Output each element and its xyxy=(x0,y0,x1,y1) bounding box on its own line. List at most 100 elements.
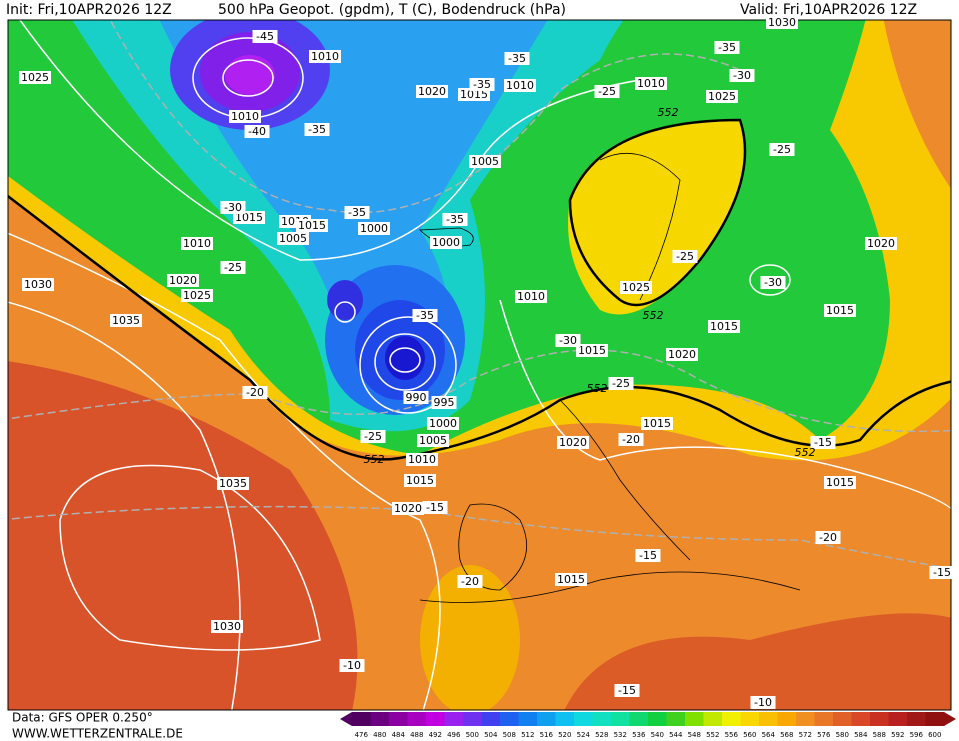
isobar-label-text: 1005 xyxy=(419,434,447,447)
isobar-label-box xyxy=(504,79,536,92)
colorbar-swatch xyxy=(888,712,908,726)
colorbar-tick-label: 504 xyxy=(484,731,498,739)
isobar-label-text: 1015 xyxy=(406,474,434,487)
temperature-label-text: -15 xyxy=(618,684,636,697)
colorbar-swatch xyxy=(814,712,834,726)
temperature-label: -35 xyxy=(412,309,438,322)
isobar-label-box xyxy=(358,222,390,235)
colorbar-tick-label: 492 xyxy=(429,731,442,739)
isobar-label-text: 1015 xyxy=(235,211,263,224)
colorbar-swatch xyxy=(648,712,667,726)
geopotential-label: 552 xyxy=(795,446,816,459)
isobar-label-box xyxy=(211,620,243,633)
colorbar-tick-label: 580 xyxy=(836,731,849,739)
isobar-label: 1025 xyxy=(19,71,51,84)
isobar-label-box xyxy=(576,344,608,357)
isobar-label: 1010 xyxy=(229,110,261,123)
isobar-label-text: 1025 xyxy=(183,289,211,302)
temperature-label: -35 xyxy=(714,41,740,54)
temperature-label-box xyxy=(442,213,468,226)
colorbar-swatch xyxy=(740,712,760,726)
isobar-label-text: 1020 xyxy=(418,85,446,98)
colorbar-tick-label: 556 xyxy=(725,731,739,739)
temperature-label-box xyxy=(422,501,448,514)
temperature-label: -25 xyxy=(220,261,246,274)
isobar-label-box xyxy=(229,110,261,123)
isobar-label-text: 1010 xyxy=(231,110,259,123)
map-title: 500 hPa Geopot. (gpdm), T (C), Bodendruc… xyxy=(218,2,566,18)
colorbar-tick-label: 560 xyxy=(743,731,756,739)
colorbar-tick-label: 596 xyxy=(910,731,924,739)
colorbar-tick-label: 576 xyxy=(817,731,831,739)
isobar-label: 1000 xyxy=(427,417,459,430)
temperature-label-text: -25 xyxy=(364,430,382,443)
isobar-label-text: 1010 xyxy=(311,50,339,63)
isobar-label-text: 1010 xyxy=(506,79,534,92)
isobar-label-box xyxy=(417,434,449,447)
coastlines xyxy=(419,153,801,603)
temperature-label-text: -20 xyxy=(622,433,640,446)
isobar-label: 1035 xyxy=(217,477,249,490)
temperature-label-text: -15 xyxy=(426,501,444,514)
website: WWW.WETTERZENTRALE.DE xyxy=(12,727,183,741)
isobar-label: 1010 xyxy=(406,453,438,466)
geopotential-552 xyxy=(8,118,951,461)
temperature-label-box xyxy=(750,696,776,709)
temperature-label-box xyxy=(220,261,246,274)
colorbar-tick-label: 528 xyxy=(595,731,608,739)
isobar-label-box xyxy=(431,396,457,409)
isobar-label-text: 1010 xyxy=(517,290,545,303)
geopotential-label: 552 xyxy=(364,453,385,466)
temperature-label-box xyxy=(469,78,495,91)
valid-time: Valid: Fri,10APR2026 12Z xyxy=(740,2,917,18)
colorbar-tick-label: 516 xyxy=(540,731,554,739)
isobar-label-text: 1030 xyxy=(24,278,52,291)
isobar-label-box xyxy=(427,417,459,430)
temperature-label-text: -25 xyxy=(224,261,242,274)
colorbar-tick-label: 508 xyxy=(503,731,516,739)
isobar-label-text: 1015 xyxy=(643,417,671,430)
temperature-label-text: -35 xyxy=(348,206,366,219)
geopotential-label: 552 xyxy=(658,106,679,119)
colorbar-swatch xyxy=(851,712,871,726)
isobar-label: 1020 xyxy=(865,237,897,250)
isobar-label-text: 1015 xyxy=(557,573,585,586)
isobar-label-text: 1025 xyxy=(21,71,49,84)
isobar-label-box xyxy=(19,71,51,84)
temperature-label: -15 xyxy=(635,549,661,562)
colorbar-swatch xyxy=(537,712,556,726)
temperature-label-box xyxy=(614,684,640,697)
isobar-label-text: 1010 xyxy=(637,77,665,90)
colorbar-tick-label: 512 xyxy=(521,731,534,739)
isobar-label-box xyxy=(708,320,740,333)
temperature-label-box xyxy=(344,206,370,219)
isobar-label-box xyxy=(181,289,213,302)
temperature-label-box xyxy=(608,377,634,390)
isobar-label-text: 1005 xyxy=(471,155,499,168)
temperature-label: -20 xyxy=(815,531,841,544)
isobar-label-box xyxy=(635,77,667,90)
temperature-label-box xyxy=(242,386,268,399)
temperature-label-text: -15 xyxy=(933,566,951,579)
temperature-label: -30 xyxy=(555,334,581,347)
colorbar-swatch xyxy=(907,712,926,726)
isobar-label-box xyxy=(416,85,448,98)
isobar-label-box xyxy=(403,391,429,404)
temperature-label-box xyxy=(618,433,644,446)
isobar-label-text: 1015 xyxy=(298,219,326,232)
isobar-label: 1010 xyxy=(181,237,213,250)
temperature-label: -25 xyxy=(360,430,386,443)
colorbar-tick-label: 544 xyxy=(669,731,683,739)
temperature-label-text: -35 xyxy=(308,123,326,136)
temperature-label: -15 xyxy=(929,566,955,579)
isobar-label-box xyxy=(620,281,652,294)
colorbar-swatch xyxy=(444,712,464,726)
isobar-label: 1015 xyxy=(555,573,587,586)
temperature-label-text: -35 xyxy=(416,309,434,322)
temperature-label: -25 xyxy=(769,143,795,156)
temperature-label-text: -25 xyxy=(598,85,616,98)
temperature-label-box xyxy=(760,276,786,289)
colorbar-tick-label: 540 xyxy=(651,731,664,739)
temperature-label-text: -25 xyxy=(612,377,630,390)
